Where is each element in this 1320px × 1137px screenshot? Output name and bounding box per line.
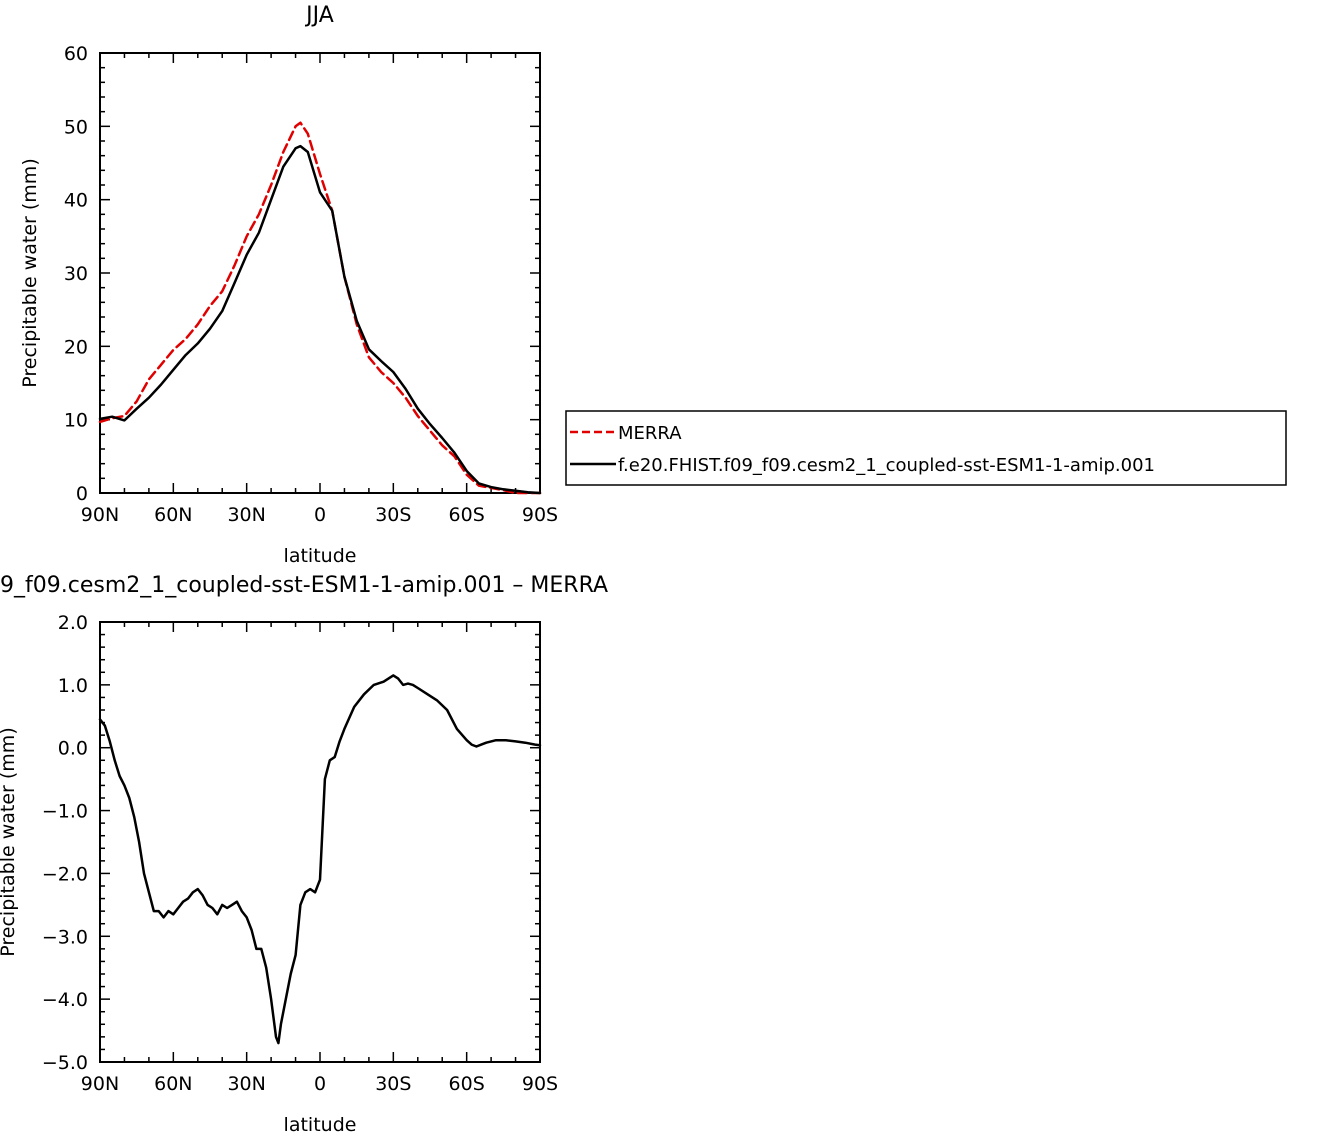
bottom-series-line-0 [98, 674, 542, 1045]
top-x-tick-label: 60N [154, 504, 192, 526]
bottom-x-tick-label: 90S [522, 1073, 558, 1095]
top-y-tick-label: 50 [64, 116, 88, 138]
bottom-series-lines [98, 674, 542, 1045]
bottom-x-tick-label: 0 [314, 1073, 326, 1095]
top-plot-frame [99, 52, 541, 494]
top-y-tick-label: 60 [64, 43, 88, 65]
bottom-x-tick-label: 60S [449, 1073, 485, 1095]
top-y-tick-label: 0 [76, 483, 88, 505]
top-y-tick-label: 10 [64, 410, 88, 432]
top-x-tick-label: 30S [375, 504, 411, 526]
top-x-tick-label: 90N [81, 504, 119, 526]
top-x-axis-title: latitude [284, 545, 357, 567]
top-x-tick-label: 60S [449, 504, 485, 526]
bottom-y-tick-label: 1.0 [58, 675, 88, 697]
bottom-y-tick-label: −4.0 [42, 989, 88, 1011]
top-y-tick-label: 40 [64, 190, 88, 212]
top-series-lines [98, 121, 542, 495]
bottom-x-tick-label: 90N [81, 1073, 119, 1095]
top-y-axis-title: Precipitable water (mm) [19, 158, 41, 387]
bottom-panel: 9_f09.cesm2_1_coupled-sst-ESM1-1-amip.00… [0, 573, 608, 1136]
bottom-x-axis-title: latitude [284, 1114, 357, 1136]
bottom-y-tick-label: −2.0 [42, 863, 88, 885]
top-chart-title: JJA [304, 3, 334, 28]
top-panel: JJA 90N 60N 30N 0 30S 60S 90S 0 10 20 30 40 50 60 lat… [19, 3, 558, 567]
top-axis-ticks: 90N 60N 30N 0 30S 60S 90S 0 10 20 30 40 50 60 [64, 43, 558, 526]
bottom-x-tick-label: 30N [227, 1073, 265, 1095]
top-series-line-1 [98, 144, 542, 495]
bottom-y-tick-label: 2.0 [58, 612, 88, 634]
bottom-axis-ticks: 90N 60N 30N 0 30S 60S 90S −5.0 −4.0 −3.0 −2.0 −1.0 0… [42, 612, 558, 1095]
bottom-y-tick-label: 0.0 [58, 738, 88, 760]
bottom-plot-frame [99, 621, 541, 1063]
legend-box [565, 410, 1287, 486]
legend-label-model: f.e20.FHIST.f09_f09.cesm2_1_coupled-sst-… [618, 455, 1155, 476]
top-series-line-0 [98, 121, 542, 495]
top-x-tick-label: 0 [314, 504, 326, 526]
top-x-tick-label: 30N [227, 504, 265, 526]
top-x-tick-label: 90S [522, 504, 558, 526]
bottom-y-tick-label: −5.0 [42, 1052, 88, 1074]
bottom-x-tick-label: 30S [375, 1073, 411, 1095]
top-y-tick-label: 20 [64, 336, 88, 358]
legend: MERRA f.e20.FHIST.f09_f09.cesm2_1_couple… [565, 410, 1287, 486]
bottom-y-axis-title: Precipitable water (mm) [0, 727, 19, 956]
bottom-x-tick-label: 60N [154, 1073, 192, 1095]
bottom-y-tick-label: −3.0 [42, 926, 88, 948]
top-y-tick-label: 30 [64, 263, 88, 285]
bottom-y-tick-label: −1.0 [42, 801, 88, 823]
bottom-chart-title: 9_f09.cesm2_1_coupled-sst-ESM1-1-amip.00… [0, 573, 608, 598]
legend-label-merra: MERRA [618, 423, 682, 444]
